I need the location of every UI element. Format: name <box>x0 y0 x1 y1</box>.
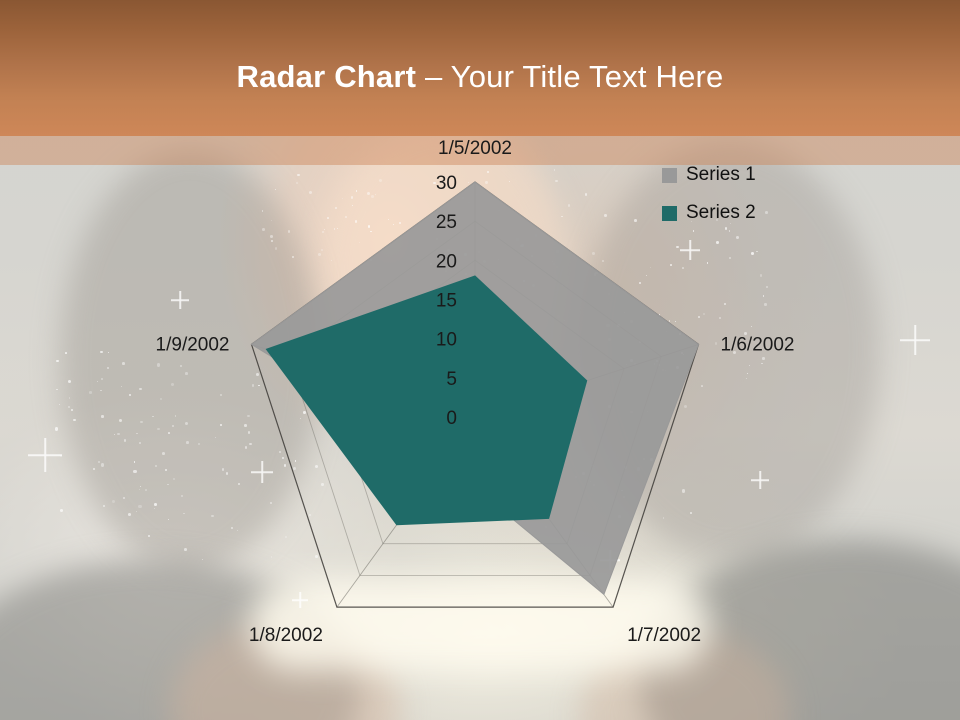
photo-device-glow <box>250 580 710 670</box>
radial-tick-0: 0 <box>446 408 457 429</box>
legend-label-series-1: Series 1 <box>686 164 756 185</box>
radial-tick-5: 5 <box>446 369 457 390</box>
radar-series-layer <box>250 181 700 596</box>
chart-legend: Series 1 Series 2 <box>662 160 842 236</box>
radial-tick-25: 25 <box>436 212 457 233</box>
page-title: Radar Chart – Your Title Text Here <box>0 58 960 96</box>
radial-tick-10: 10 <box>436 330 457 351</box>
page-title-rest: – Your Title Text Here <box>424 59 724 94</box>
radar-chart-svg: 0 5 10 15 20 25 30 1/5/2002 1/6/2002 1/7/2002 1/8… <box>156 140 795 646</box>
radial-axis-labels: 0 5 10 15 20 25 30 <box>436 173 457 429</box>
radial-tick-15: 15 <box>436 291 457 312</box>
radial-tick-20: 20 <box>436 251 457 272</box>
page-title-bold: Radar Chart <box>236 59 425 94</box>
series-1-swatch-icon <box>662 167 677 183</box>
radar-chart: 0 5 10 15 20 25 30 1/5/2002 1/6/2002 1/7/2002 1/8… <box>0 140 960 720</box>
legend-item-series-1[interactable]: Series 1 <box>662 160 842 190</box>
header-band-fade <box>0 136 960 165</box>
header-band <box>0 0 960 136</box>
category-label-3: 1/8/2002 <box>249 625 323 646</box>
radial-tick-30: 30 <box>436 173 457 194</box>
category-label-0: 1/5/2002 <box>438 140 512 159</box>
legend-label-series-2: Series 2 <box>686 202 756 223</box>
category-axis-labels: 1/5/2002 1/6/2002 1/7/2002 1/8/2002 1/9/2002 <box>156 140 795 646</box>
category-label-2: 1/7/2002 <box>627 625 701 646</box>
category-label-4: 1/9/2002 <box>156 334 230 355</box>
category-label-1: 1/6/2002 <box>721 334 795 355</box>
series-2-swatch-icon <box>662 205 677 221</box>
legend-item-series-2[interactable]: Series 2 <box>662 198 842 228</box>
radar-series-2-area <box>265 275 588 526</box>
